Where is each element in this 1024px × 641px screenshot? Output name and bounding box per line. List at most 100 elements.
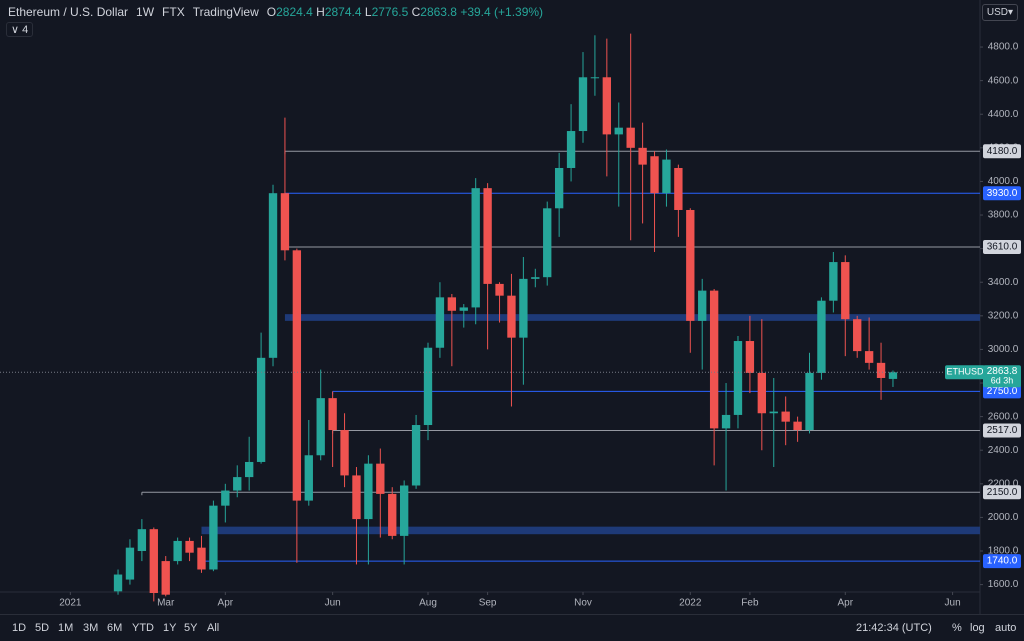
candle-body [578, 77, 588, 132]
candle-body [638, 147, 647, 165]
scale-option[interactable]: log [970, 622, 985, 634]
x-tick-label: Aug [419, 598, 437, 609]
currency-button[interactable]: USD▾ [981, 4, 1018, 21]
level-label-bg [983, 554, 1021, 569]
range-button[interactable]: YTD [132, 622, 154, 634]
candle-body [149, 529, 158, 594]
currency: USD [986, 7, 1008, 18]
x-tick-label: Jun [945, 598, 961, 609]
range-button[interactable]: 1D [12, 622, 27, 634]
candle-body [137, 529, 147, 552]
l-value: 2776.5 [371, 5, 409, 19]
last-price: 2863.8 [987, 366, 1018, 377]
candle-body [531, 277, 540, 279]
range-button[interactable]: 1Y [163, 622, 177, 634]
candle-body [543, 208, 552, 278]
candle-body [686, 209, 695, 321]
level-label: 1740.0 [987, 556, 1018, 567]
level-label-bg [983, 384, 1021, 399]
candle-body [221, 490, 230, 506]
level-label-bg [983, 239, 1021, 254]
candle-body [554, 167, 564, 209]
interval[interactable]: 1W [136, 5, 155, 19]
level-label: 2517.0 [987, 425, 1018, 436]
candle-body [519, 278, 528, 338]
zone [201, 526, 980, 535]
level-label: 4180.0 [987, 146, 1018, 157]
candle-body [376, 463, 385, 494]
candle-body [841, 262, 850, 320]
x-tick-label: Jun [325, 598, 341, 609]
range-button[interactable]: 3M [83, 622, 99, 634]
bottom-toolbar: 1D 5D 1M 3M 6M YTD 1Y 5Y All 21:42:34 (UTC)% log au… [0, 614, 1024, 641]
candle-body [173, 540, 182, 562]
candle-body [853, 319, 862, 352]
candle-body [769, 411, 778, 414]
candle-body [781, 411, 790, 422]
change: +39.4 (+1.39%) [460, 5, 544, 19]
x-tick-label: 2021 [59, 598, 82, 609]
x-tick-label: Mar [157, 598, 175, 609]
candle-body [626, 127, 635, 148]
candle-body [209, 505, 218, 570]
candle-body [352, 475, 361, 520]
candle-body [876, 362, 886, 378]
candle-body [340, 430, 349, 476]
header: Ethereum / U.S. Dollar 1W FTX TradingVie… [8, 5, 543, 19]
y-tick-label: 4400.0 [988, 109, 1019, 120]
candle-body [411, 425, 421, 486]
candle-body [614, 127, 623, 135]
candle-body [864, 351, 874, 363]
candle-body [268, 193, 278, 358]
y-tick-label: 2200.0 [988, 478, 1019, 489]
y-tick-label: 1800.0 [988, 546, 1019, 557]
h-label: H [316, 5, 325, 19]
range-button[interactable]: All [207, 622, 220, 634]
scale-option[interactable]: % [952, 622, 962, 634]
scale-option[interactable]: auto [995, 622, 1017, 634]
candle-body [328, 398, 337, 431]
candle-body [125, 547, 135, 580]
candle-body [185, 540, 194, 553]
candle-body [280, 193, 290, 251]
c-value: 2863.8 [420, 5, 457, 19]
candle-body [721, 414, 731, 429]
candle-body [805, 372, 814, 431]
candle-body [757, 372, 766, 414]
range-button[interactable]: 5Y [184, 622, 198, 634]
candle-body [304, 455, 313, 501]
ohlc: O2824.4 H2874.4 L2776.5 C2863.8 +39.4 (+… [267, 5, 543, 19]
candle-body [292, 250, 302, 501]
y-tick-label: 2600.0 [988, 411, 1019, 422]
candle-body [650, 156, 659, 194]
candle-body [423, 347, 433, 426]
l-label: L [364, 5, 372, 19]
candle-body [197, 547, 206, 570]
candle-body [829, 262, 838, 301]
range-button[interactable]: 6M [107, 622, 123, 634]
level-label: 2150.0 [987, 487, 1018, 498]
x-tick-label: Apr [218, 598, 234, 609]
candle-body [662, 159, 671, 194]
indicator-toggle[interactable]: ∨ 4 [6, 22, 34, 37]
c-label: C [411, 5, 421, 19]
x-tick-label: Apr [837, 598, 853, 609]
clock: 21:42:34 (UTC) [856, 622, 932, 634]
candle-body [495, 283, 504, 296]
symbol-tag-bg [945, 365, 985, 380]
indicator-count: 4 [22, 24, 29, 36]
candle-body [459, 307, 468, 311]
y-tick-label: 3400.0 [988, 277, 1019, 288]
range-button[interactable]: 5D [35, 622, 50, 634]
chart: 1600.01800.02000.02200.02400.02600.02800… [0, 0, 1021, 614]
candle-body [471, 188, 480, 308]
range-button[interactable]: 1M [58, 622, 74, 634]
level-label-bg [983, 423, 1021, 438]
candle-body [435, 297, 445, 348]
candle-body [733, 341, 743, 415]
candle-body [399, 485, 409, 536]
exchange: FTX [162, 5, 185, 19]
candle-body [745, 341, 755, 373]
level-label: 3610.0 [987, 242, 1018, 253]
